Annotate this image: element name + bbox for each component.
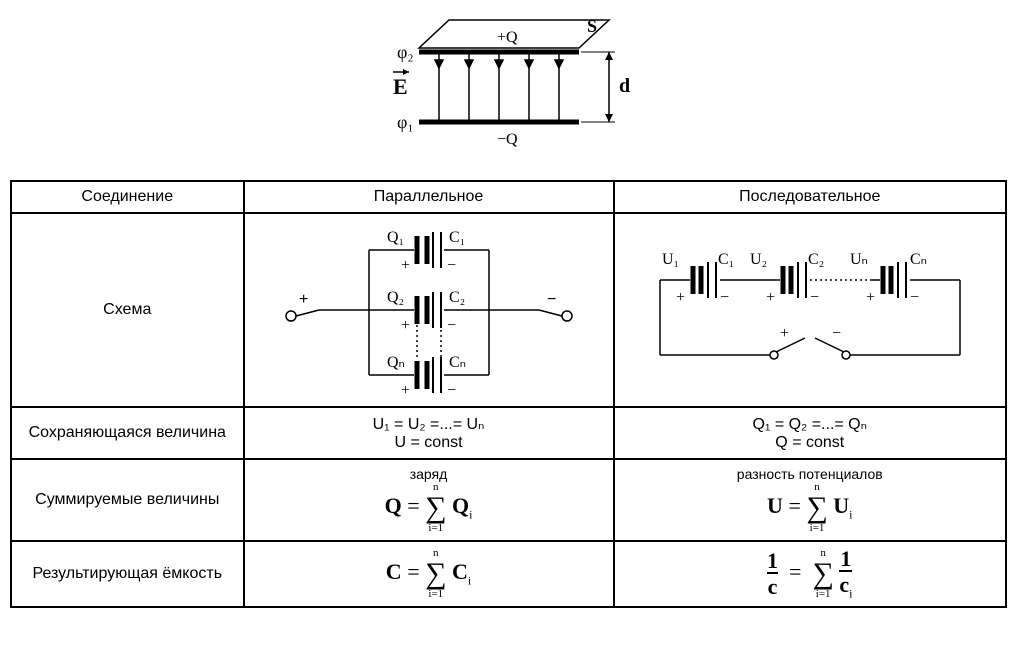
parallel-circuit-svg: + − xyxy=(269,220,589,400)
label-E: E xyxy=(393,74,408,99)
parallel-conserved-1: U₁ = U₂ =...= Uₙ xyxy=(249,414,609,434)
parallel-conserved-2: U = const xyxy=(249,434,609,452)
series-circuit-svg: U₁ C₁ + − U₂ C₂ + − Uₙ Cₙ + − + − xyxy=(640,230,980,390)
label-d: d xyxy=(619,75,630,97)
svg-text:Q₁: Q₁ xyxy=(387,229,404,246)
svg-text:+: + xyxy=(401,317,410,334)
parallel-summed-formula: Q = n ∑ i=1 Qi xyxy=(249,482,609,534)
svg-text:C₁: C₁ xyxy=(718,251,734,268)
cell-conserved-label: Сохраняющаяся величина xyxy=(11,407,244,459)
capacitor-svg: S +Q φ₂ φ₁ E −Q d xyxy=(349,10,669,170)
cell-parallel-summed: заряд Q = n ∑ i=1 Qi xyxy=(244,459,614,541)
series-conserved-1: Q₁ = Q₂ =...= Qₙ xyxy=(619,414,1001,434)
svg-text:+: + xyxy=(401,257,410,274)
svg-text:−: − xyxy=(447,382,456,399)
svg-text:−: − xyxy=(810,289,819,306)
cell-series-summed: разность потенциалов U = n ∑ i=1 Ui xyxy=(614,459,1006,541)
svg-text:C₂: C₂ xyxy=(808,251,824,268)
svg-text:C₁: C₁ xyxy=(449,229,465,246)
series-summed-formula: U = n ∑ i=1 Ui xyxy=(619,482,1001,534)
label-S: S xyxy=(587,16,597,36)
row-conserved: Сохраняющаяся величина U₁ = U₂ =...= Uₙ … xyxy=(11,407,1006,459)
svg-text:+: + xyxy=(866,289,875,306)
cell-summed-label: Суммируемые величины xyxy=(11,459,244,541)
svg-text:−: − xyxy=(720,289,729,306)
svg-text:−: − xyxy=(910,289,919,306)
label-minusQ: −Q xyxy=(497,131,518,148)
svg-text:Uₙ: Uₙ xyxy=(850,251,868,268)
label-phi1: φ₁ xyxy=(397,112,414,132)
connections-table: Соединение Параллельное Последовательное… xyxy=(10,180,1007,608)
series-summed-title: разность потенциалов xyxy=(619,466,1001,482)
row-summed: Суммируемые величины заряд Q = n ∑ i=1 Q… xyxy=(11,459,1006,541)
svg-text:+: + xyxy=(299,291,308,308)
label-phi2: φ₂ xyxy=(397,42,414,62)
svg-text:Q₂: Q₂ xyxy=(387,289,404,306)
header-row: Соединение Параллельное Последовательное xyxy=(11,181,1006,213)
header-parallel: Параллельное xyxy=(244,181,614,213)
cell-series-conserved: Q₁ = Q₂ =...= Qₙ Q = const xyxy=(614,407,1006,459)
svg-text:U₁: U₁ xyxy=(662,251,679,268)
parallel-result-formula: C = n ∑ i=1 Ci xyxy=(249,548,609,600)
svg-text:Cₙ: Cₙ xyxy=(449,354,466,371)
svg-text:C₂: C₂ xyxy=(449,289,465,306)
cell-result-label: Результирующая ёмкость xyxy=(11,541,244,607)
svg-text:−: − xyxy=(547,291,556,308)
header-connection: Соединение xyxy=(11,181,244,213)
cell-series-result: 1 c = n ∑ i=1 1 ci xyxy=(614,541,1006,607)
svg-text:Cₙ: Cₙ xyxy=(910,251,927,268)
header-series: Последовательное xyxy=(614,181,1006,213)
capacitor-diagram: S +Q φ₂ φ₁ E −Q d xyxy=(349,10,669,170)
series-conserved-2: Q = const xyxy=(619,434,1001,452)
svg-text:Qₙ: Qₙ xyxy=(387,354,405,371)
svg-text:+: + xyxy=(766,289,775,306)
cell-parallel-result: C = n ∑ i=1 Ci xyxy=(244,541,614,607)
svg-text:U₂: U₂ xyxy=(750,251,767,268)
series-result-formula: 1 c = n ∑ i=1 1 ci xyxy=(619,548,1001,600)
svg-text:+: + xyxy=(780,325,789,342)
row-result: Результирующая ёмкость C = n ∑ i=1 Ci 1 … xyxy=(11,541,1006,607)
cell-series-circuit: U₁ C₁ + − U₂ C₂ + − Uₙ Cₙ + − + − xyxy=(614,213,1006,407)
label-plusQ: +Q xyxy=(497,29,518,46)
svg-text:+: + xyxy=(676,289,685,306)
svg-text:−: − xyxy=(832,325,841,342)
svg-text:−: − xyxy=(447,257,456,274)
cell-parallel-conserved: U₁ = U₂ =...= Uₙ U = const xyxy=(244,407,614,459)
cell-parallel-circuit: + − xyxy=(244,213,614,407)
row-circuit: Схема + − xyxy=(11,213,1006,407)
cell-circuit-label: Схема xyxy=(11,213,244,407)
parallel-summed-title: заряд xyxy=(249,466,609,482)
svg-text:+: + xyxy=(401,382,410,399)
svg-text:−: − xyxy=(447,317,456,334)
